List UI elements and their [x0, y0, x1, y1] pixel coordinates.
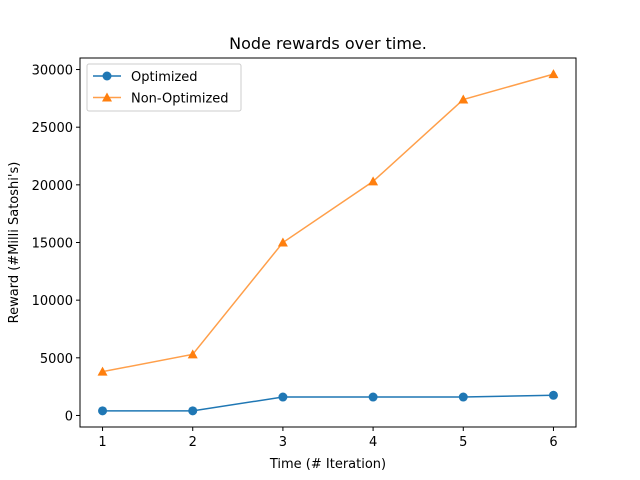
x-tick-label: 5: [459, 435, 467, 450]
data-point: [97, 366, 108, 376]
data-point: [188, 406, 198, 416]
legend-label: Non-Optimized: [131, 92, 229, 107]
data-point: [98, 406, 108, 416]
legend-label: Optimized: [131, 70, 198, 85]
x-axis-label: Time (# Iteration): [269, 457, 386, 472]
x-tick-label: 2: [189, 435, 197, 450]
data-point: [368, 176, 379, 186]
data-point: [187, 349, 198, 359]
series-non-optimized: [97, 69, 559, 376]
data-point: [458, 94, 469, 104]
data-point: [458, 392, 468, 402]
data-point: [548, 69, 559, 79]
y-tick-label: 0: [65, 409, 73, 424]
y-axis-ticks: 0 5000 10000 15000 20000 25000 30000: [32, 64, 80, 424]
plot-frame: [79, 57, 577, 428]
series-line: [102, 73, 554, 373]
plot-series: [97, 69, 559, 416]
data-point: [548, 390, 558, 400]
y-tick-label: 25000: [32, 121, 73, 136]
legend-swatch-marker: [102, 71, 112, 81]
x-tick-label: 6: [549, 435, 557, 450]
legend-swatch-marker: [102, 92, 112, 102]
x-tick-label: 1: [98, 435, 106, 450]
data-point: [277, 237, 288, 247]
x-tick-label: 4: [369, 435, 377, 450]
legend: Optimized Non-Optimized: [86, 63, 242, 112]
y-tick-label: 15000: [32, 237, 73, 252]
legend-frame: [86, 63, 242, 112]
data-point: [368, 392, 378, 402]
data-point: [278, 392, 288, 402]
legend-item-optimized: Optimized: [93, 70, 198, 85]
legend-item-non-optimized: Non-Optimized: [93, 92, 229, 107]
y-tick-label: 20000: [32, 179, 73, 194]
series-line: [102, 394, 554, 412]
x-tick-label: 3: [279, 435, 287, 450]
y-tick-label: 30000: [32, 64, 73, 79]
x-axis-ticks: 1 2 3 4 5 6: [98, 427, 558, 450]
y-tick-label: 5000: [40, 352, 73, 367]
chart-title: Node rewards over time.: [229, 34, 427, 53]
y-axis-label: Reward (#Milli Satoshi's): [7, 162, 22, 324]
series-optimized: [98, 390, 558, 416]
y-tick-label: 10000: [32, 294, 73, 309]
